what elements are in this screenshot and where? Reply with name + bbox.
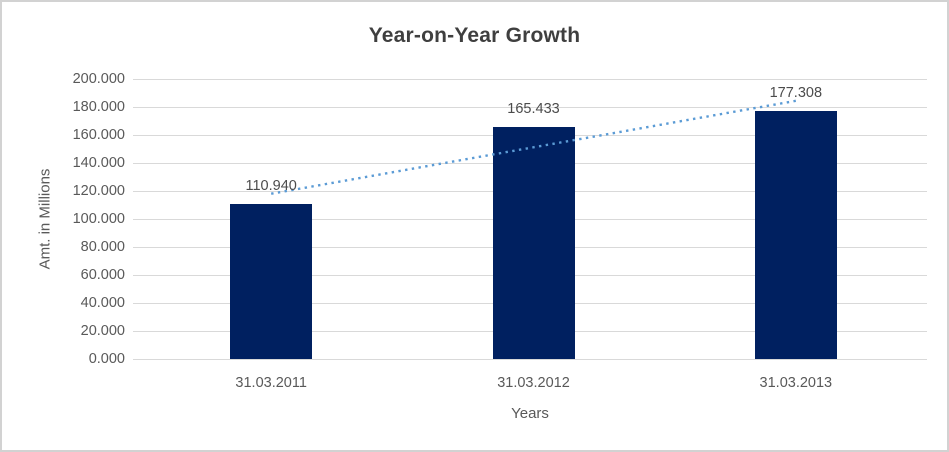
x-axis-category-label: 31.03.2012 (497, 375, 570, 391)
gridline (133, 78, 927, 80)
y-axis-tick-label: 20.000 (80, 323, 125, 339)
chart-title: Year-on-Year Growth (368, 24, 581, 47)
bar-value-label: 110.940 (245, 177, 297, 194)
y-axis-tick-label: 160.000 (72, 127, 125, 143)
x-axis-title: Years (511, 405, 549, 422)
x-axis-category-label: 31.03.2011 (235, 375, 307, 391)
y-axis-tick-label: 40.000 (80, 295, 125, 311)
y-axis-tick-label: 100.000 (72, 211, 125, 227)
bar-value-label: 165.433 (507, 101, 560, 118)
y-axis-tick-label: 80.000 (80, 239, 125, 255)
bar-value-label: 177.308 (769, 84, 823, 101)
bar (492, 127, 575, 359)
y-axis-tick-label: 120.000 (72, 183, 125, 199)
y-axis-tick-label: 0.000 (88, 351, 125, 367)
y-axis-tick-label: 140.000 (72, 155, 125, 171)
y-axis-tick-label: 180.000 (72, 99, 125, 115)
y-axis-tick-label: 60.000 (80, 267, 125, 283)
bar (754, 110, 837, 359)
x-axis-category-label: 31.03.2013 (759, 375, 833, 391)
y-axis-tick-label: 200.000 (72, 71, 125, 87)
gridline (133, 358, 927, 360)
bar (230, 203, 313, 359)
